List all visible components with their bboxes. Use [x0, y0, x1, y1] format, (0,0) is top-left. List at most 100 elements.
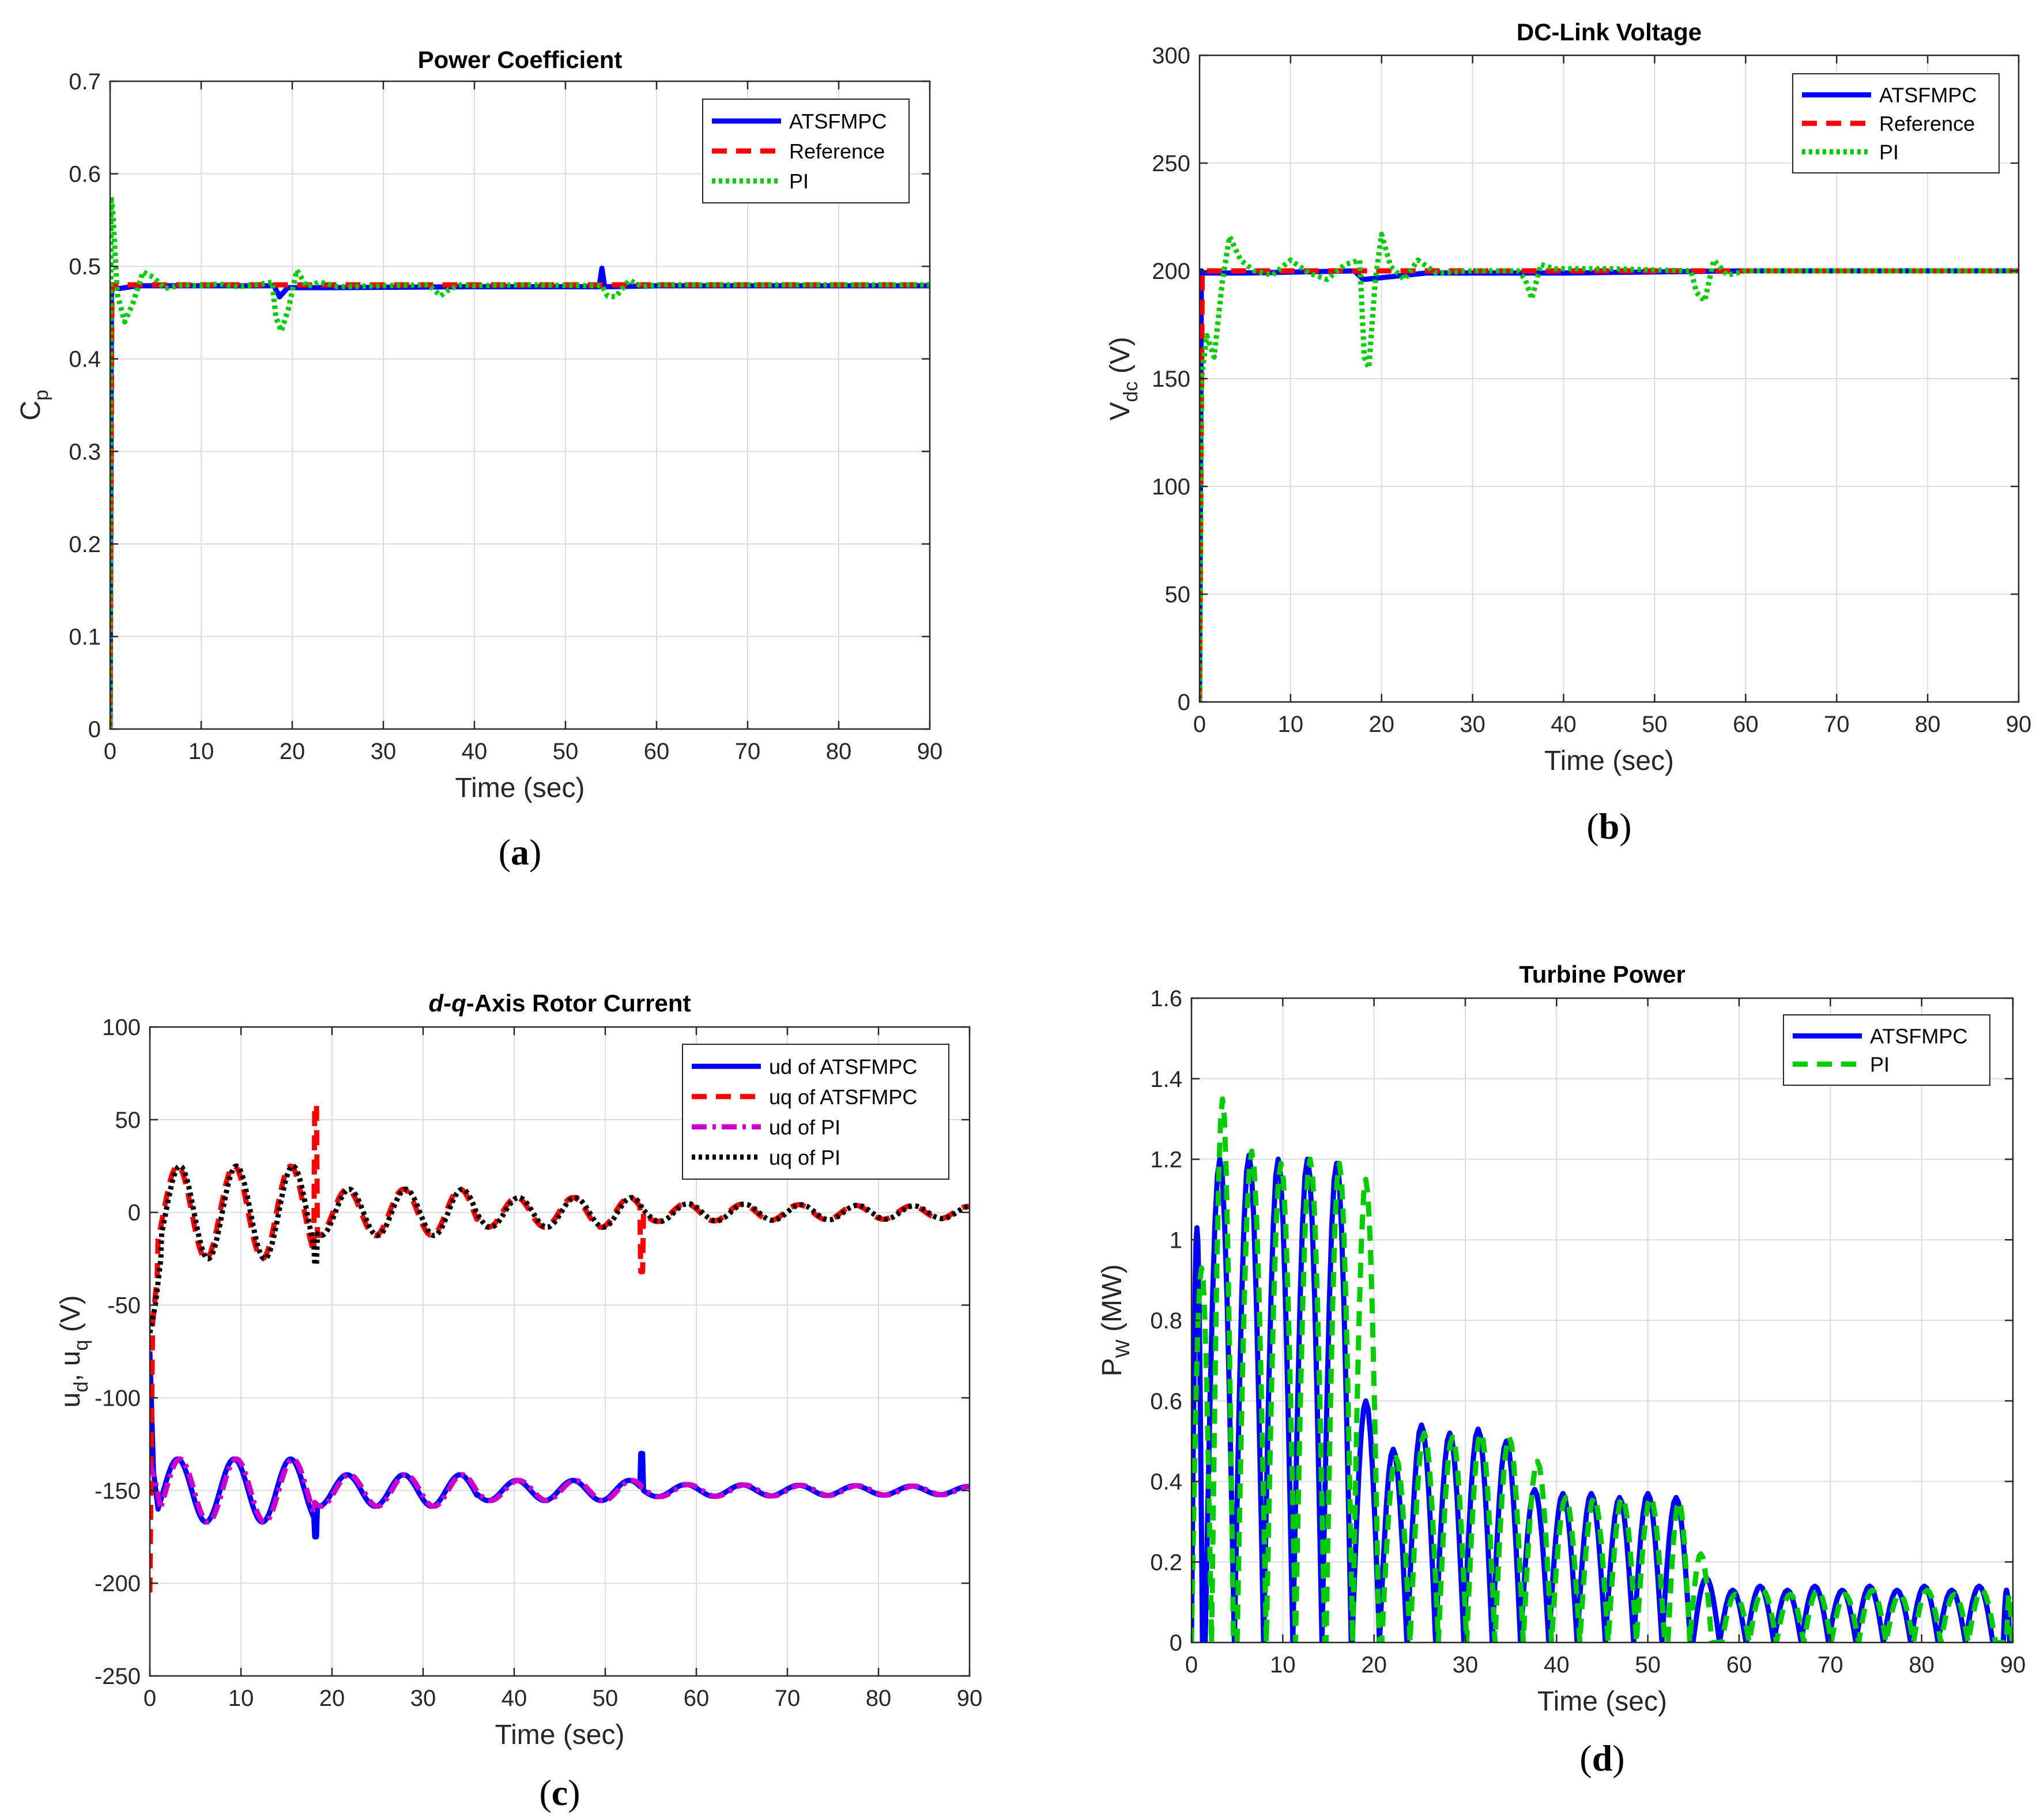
x-tick-label: 60 — [1726, 1652, 1752, 1678]
legend-box — [1783, 1014, 1990, 1086]
legend-label: PI — [1879, 140, 1899, 164]
x-tick-label: 20 — [1369, 712, 1395, 737]
y-axis-label-sub: p — [31, 390, 52, 401]
y-tick-label: -100 — [95, 1385, 141, 1411]
x-tick-label: 70 — [735, 739, 761, 764]
chart-title-rest: -Axis Rotor Current — [466, 990, 691, 1017]
axes-box — [109, 80, 931, 730]
panel-label-open: ( — [1586, 806, 1598, 847]
y-axis-label: ud, uq (V) — [55, 1295, 92, 1407]
x-tick-label: 80 — [1909, 1652, 1935, 1678]
y-axis-label-main: V — [1105, 402, 1136, 421]
x-tick-label: 60 — [684, 1686, 710, 1711]
chart-title: d-q-Axis Rotor Current — [429, 990, 691, 1017]
x-tick-label: 40 — [1544, 1652, 1570, 1678]
x-tick-label: 40 — [462, 739, 488, 764]
y-axis-label-mid: , u — [55, 1351, 86, 1381]
x-tick-label: 90 — [2000, 1652, 2026, 1678]
chart-title: Power Coefficient — [418, 46, 623, 73]
x-tick-label: 80 — [826, 739, 852, 764]
y-tick-label: 0 — [88, 717, 101, 742]
y-tick-label: 0.4 — [1150, 1470, 1182, 1495]
y-tick-label: 1.6 — [1150, 986, 1182, 1011]
y-tick-label: 1.4 — [1150, 1067, 1182, 1092]
x-tick-label: 50 — [1635, 1652, 1661, 1678]
axes-box — [149, 1026, 971, 1677]
y-tick-label: 300 — [1152, 43, 1190, 69]
panel-label-open: ( — [539, 1772, 551, 1813]
y-tick-label: 1.2 — [1150, 1147, 1182, 1173]
legend-label: Reference — [789, 139, 885, 163]
y-tick-label: -150 — [95, 1478, 141, 1504]
y-axis-label-sub: d — [70, 1381, 92, 1392]
x-tick-label: 0 — [1185, 1652, 1198, 1678]
x-tick-label: 40 — [1551, 712, 1577, 737]
legend-label: ATSFMPC — [1879, 84, 1977, 107]
y-tick-label: 0.4 — [69, 347, 101, 372]
y-axis-label-main: P — [1097, 1358, 1128, 1376]
y-tick-label: 0.5 — [69, 254, 101, 280]
y-tick-label: -250 — [95, 1664, 141, 1689]
y-axis-label-sub2: q — [70, 1340, 92, 1351]
legend-label: ud of ATSFMPC — [769, 1055, 917, 1078]
series-line-uq-of-atsfmpc — [150, 1102, 970, 1593]
y-tick-label: 200 — [1152, 259, 1190, 284]
panel-label-close: ) — [568, 1772, 580, 1813]
y-tick-label: 0 — [1170, 1630, 1182, 1656]
x-tick-label: 30 — [371, 739, 397, 764]
series-line-uq-of-pi — [150, 1163, 970, 1334]
y-tick-label: 0.6 — [1150, 1389, 1182, 1414]
x-tick-label: 60 — [1733, 712, 1759, 737]
chart-title-italic: d-q — [429, 990, 466, 1017]
y-tick-label: 0.3 — [69, 439, 101, 465]
y-tick-label: 100 — [102, 1015, 141, 1040]
x-tick-label: 0 — [144, 1686, 156, 1711]
y-tick-label: 0.8 — [1150, 1308, 1182, 1334]
legend-label: Reference — [1879, 112, 1975, 135]
x-tick-label: 50 — [1642, 712, 1668, 737]
x-tick-label: 30 — [1460, 712, 1485, 737]
x-tick-label: 0 — [104, 739, 116, 764]
panel-label-letter: c — [552, 1772, 568, 1813]
series-line-ud-of-pi — [150, 1456, 970, 1525]
x-tick-label: 80 — [1915, 712, 1941, 737]
legend-label: ATSFMPC — [1870, 1025, 1967, 1048]
legend-label: uq of PI — [769, 1146, 840, 1169]
panel-label-close: ) — [1619, 806, 1631, 847]
x-tick-label: 80 — [866, 1686, 892, 1711]
x-tick-label: 70 — [1824, 712, 1850, 737]
x-tick-label: 20 — [1361, 1652, 1387, 1678]
y-tick-label: 50 — [1165, 582, 1191, 607]
series-line-pi — [110, 194, 930, 729]
y-axis-label: PW (MW) — [1097, 1264, 1134, 1377]
panel-label-letter: a — [511, 832, 529, 873]
x-tick-label: 30 — [410, 1686, 436, 1711]
legend-label: PI — [1870, 1053, 1890, 1077]
y-tick-label: 0.6 — [69, 162, 101, 187]
x-tick-label: 70 — [775, 1686, 801, 1711]
y-tick-label: 0.7 — [69, 69, 101, 95]
x-axis-label: Time (sec) — [495, 1720, 625, 1750]
chart-title: DC-Link Voltage — [1517, 18, 1702, 46]
chart-dc-link-voltage: 0 10 20 30 40 50 60 70 80 90 0 50 100 150 200 250 300 DC-… — [1105, 18, 2031, 847]
x-axis-label: Time (sec) — [1544, 746, 1674, 776]
x-tick-label: 30 — [1453, 1652, 1479, 1678]
x-tick-label: 90 — [957, 1686, 983, 1711]
x-tick-label: 10 — [1270, 1652, 1296, 1678]
chart-power-coefficient: 0 10 20 30 40 50 60 70 80 90 0 0.1 0.2 0.3 0.4 0.5 0.6 0.… — [16, 46, 942, 873]
y-tick-label: 0.2 — [1150, 1550, 1182, 1575]
x-tick-label: 20 — [280, 739, 306, 764]
y-axis-label-suffix: (V) — [1105, 337, 1136, 381]
y-tick-label: 0 — [1178, 690, 1190, 715]
x-tick-label: 70 — [1817, 1652, 1843, 1678]
y-tick-label: 0.2 — [69, 532, 101, 557]
x-tick-label: 50 — [593, 1686, 619, 1711]
y-tick-label: 0 — [128, 1200, 141, 1226]
x-tick-label: 90 — [2006, 712, 2032, 737]
y-axis-label-main: C — [16, 401, 46, 421]
y-axis-label-main: u — [55, 1392, 86, 1408]
y-axis-label-sub: W — [1112, 1339, 1134, 1358]
x-tick-label: 50 — [553, 739, 579, 764]
y-tick-label: 150 — [1152, 367, 1190, 392]
